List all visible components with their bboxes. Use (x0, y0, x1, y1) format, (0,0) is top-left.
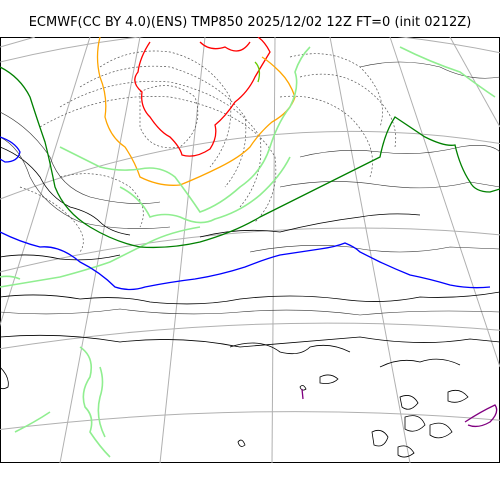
graticule-meridian (0, 37, 91, 327)
coastline-island (237, 439, 246, 447)
thin-contour (249, 245, 500, 253)
thin-contour (0, 111, 161, 204)
coastline-segment (0, 291, 500, 305)
thin-contour (0, 308, 500, 316)
lightgreen-isotherm (59, 46, 311, 213)
red-isotherm (134, 37, 271, 157)
coastline-island (429, 422, 453, 439)
graticule-meridian (271, 37, 276, 463)
dotted-contour (39, 96, 277, 223)
coastline-segment (0, 146, 131, 236)
dotted-contour (19, 186, 84, 253)
coastline-segment (229, 342, 351, 355)
thin-contour (299, 145, 500, 158)
lightgreen-isotherms (0, 46, 496, 458)
coastline-segment (0, 366, 9, 390)
coastlines (0, 146, 500, 458)
lightgreen-isotherm (399, 46, 496, 98)
graticule-latitude-line (0, 37, 500, 63)
graticule-latitude-line (0, 227, 500, 273)
blue-isotherm-edge (0, 136, 21, 163)
lime-isotherm (254, 61, 261, 83)
coastline-island (371, 429, 389, 447)
graticule-meridian (0, 37, 36, 48)
lightgreen-isotherm (14, 411, 51, 433)
dotted-contour (59, 173, 144, 228)
dotted-contour (299, 73, 397, 148)
graticule-meridian (389, 37, 500, 368)
coastline-island (299, 385, 307, 391)
lightgreen-isotherm (0, 226, 201, 288)
map-title: ECMWF(CC BY 4.0)(ENS) TMP850 2025/12/02 … (28, 15, 472, 30)
graticule-latitude-line (0, 411, 500, 431)
coastline-island (397, 445, 415, 458)
lightgreen-isotherm (79, 346, 111, 458)
purple-isotherm (464, 404, 498, 428)
coastline-segment (379, 358, 461, 368)
graticule (0, 37, 500, 463)
lightgreen-isotherm (119, 156, 291, 224)
purple-isotherms (301, 388, 498, 428)
map-canvas (0, 37, 500, 463)
graticule-meridian (59, 37, 141, 463)
coastline-segment (0, 334, 500, 348)
dotted-contour (79, 65, 247, 188)
coastline-segment (199, 213, 421, 238)
coastline-island (404, 415, 426, 432)
coastline-segment (0, 254, 121, 261)
lightgreen-isotherm (97, 366, 106, 438)
coastline-island (447, 389, 469, 403)
thin-contours (0, 61, 500, 316)
green-isotherm (0, 66, 500, 249)
graticule-latitude-line (0, 322, 500, 350)
lightgreen-isotherm (0, 275, 21, 280)
coastline-island (319, 374, 339, 384)
thin-contour (279, 181, 500, 189)
purple-isotherm (301, 388, 304, 400)
dotted-contour (59, 80, 262, 208)
coastline-island (399, 395, 419, 410)
map-border (0, 37, 500, 463)
blue-isotherm (0, 231, 491, 291)
graticule-latitude-line (0, 130, 500, 200)
dotted-contour (139, 85, 199, 149)
graticule-meridian (449, 37, 500, 128)
thin-contour (359, 61, 500, 79)
map-panel (0, 37, 500, 463)
